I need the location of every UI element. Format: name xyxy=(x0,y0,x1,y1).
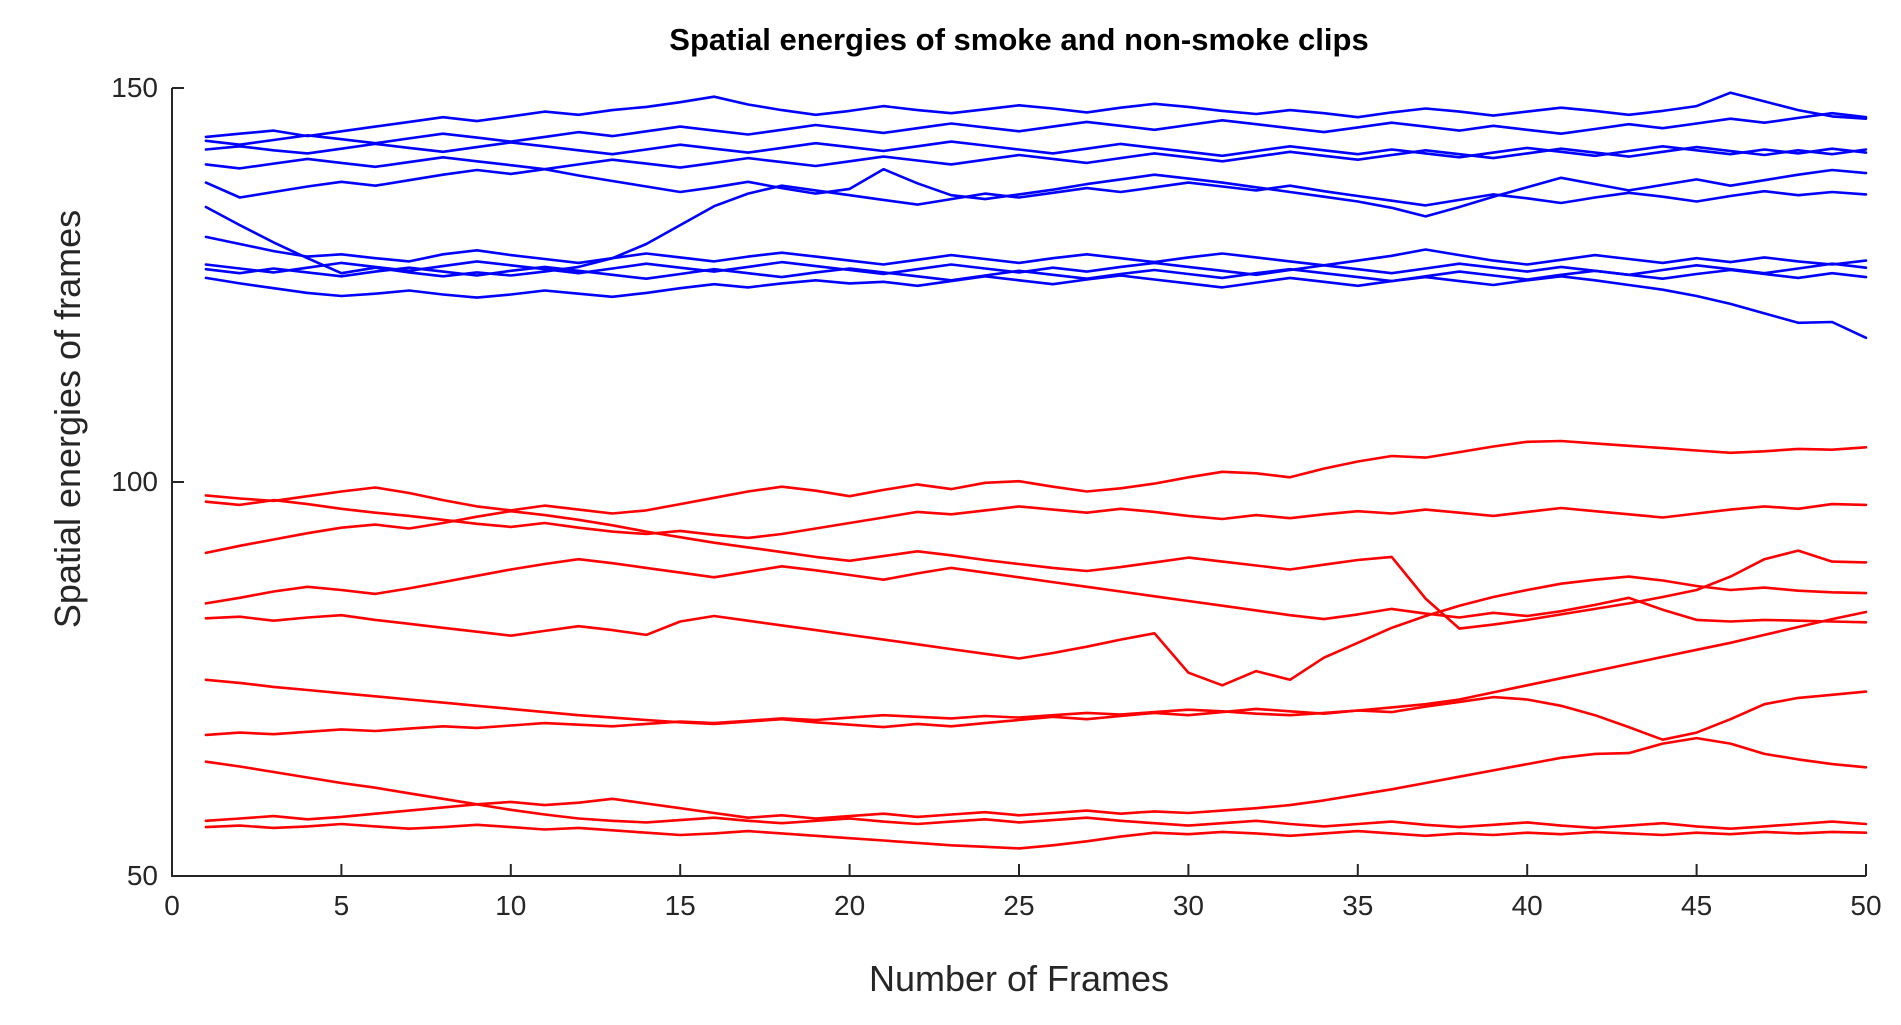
blue-series-line xyxy=(204,167,1868,218)
red-series-line xyxy=(204,509,1868,630)
x-tick-label: 15 xyxy=(664,890,696,921)
blue-series-line xyxy=(204,111,1868,146)
axes-group xyxy=(171,87,1867,877)
chart-title: Spatial energies of smoke and non-smoke … xyxy=(669,22,1369,57)
x-tick-label: 10 xyxy=(495,890,527,921)
x-tick-label: 45 xyxy=(1681,890,1713,921)
blue-series-line xyxy=(204,145,1868,171)
red-series-line xyxy=(204,610,1868,729)
x-tick-label: 50 xyxy=(1850,890,1882,921)
red-series-line xyxy=(204,760,1868,831)
red-series-line xyxy=(204,557,1868,624)
y-axis-label: Spatial energies of frames xyxy=(47,209,88,629)
blue-series-line xyxy=(204,140,1868,159)
blue-series-line xyxy=(204,265,1868,283)
x-tick-label: 5 xyxy=(333,890,350,921)
y-tick-label: 150 xyxy=(111,72,158,103)
red-series-line xyxy=(204,736,1868,823)
x-tick-label: 30 xyxy=(1172,890,1204,921)
blue-series-line xyxy=(204,91,1868,139)
red-series-line xyxy=(204,439,1868,515)
x-tick-label: 35 xyxy=(1342,890,1374,921)
y-tick-label: 50 xyxy=(126,860,158,891)
x-tick-label: 40 xyxy=(1511,890,1543,921)
axes-spines xyxy=(171,87,1867,877)
x-tick-label: 25 xyxy=(1003,890,1035,921)
red-series-line xyxy=(204,822,1868,850)
y-tick-label: 100 xyxy=(111,466,158,497)
red-series-line xyxy=(204,690,1868,742)
blue-series-line xyxy=(204,181,1868,278)
blue-series-line xyxy=(204,260,1868,277)
red-series-line xyxy=(204,575,1868,687)
red-series-line xyxy=(204,498,1868,540)
x-tick-label: 0 xyxy=(164,890,180,921)
blue-series-line xyxy=(204,274,1868,340)
line-series-group xyxy=(204,91,1868,850)
x-tick-label: 20 xyxy=(834,890,866,921)
blue-series-line xyxy=(204,235,1868,267)
x-axis-label: Number of Frames xyxy=(868,958,1170,999)
